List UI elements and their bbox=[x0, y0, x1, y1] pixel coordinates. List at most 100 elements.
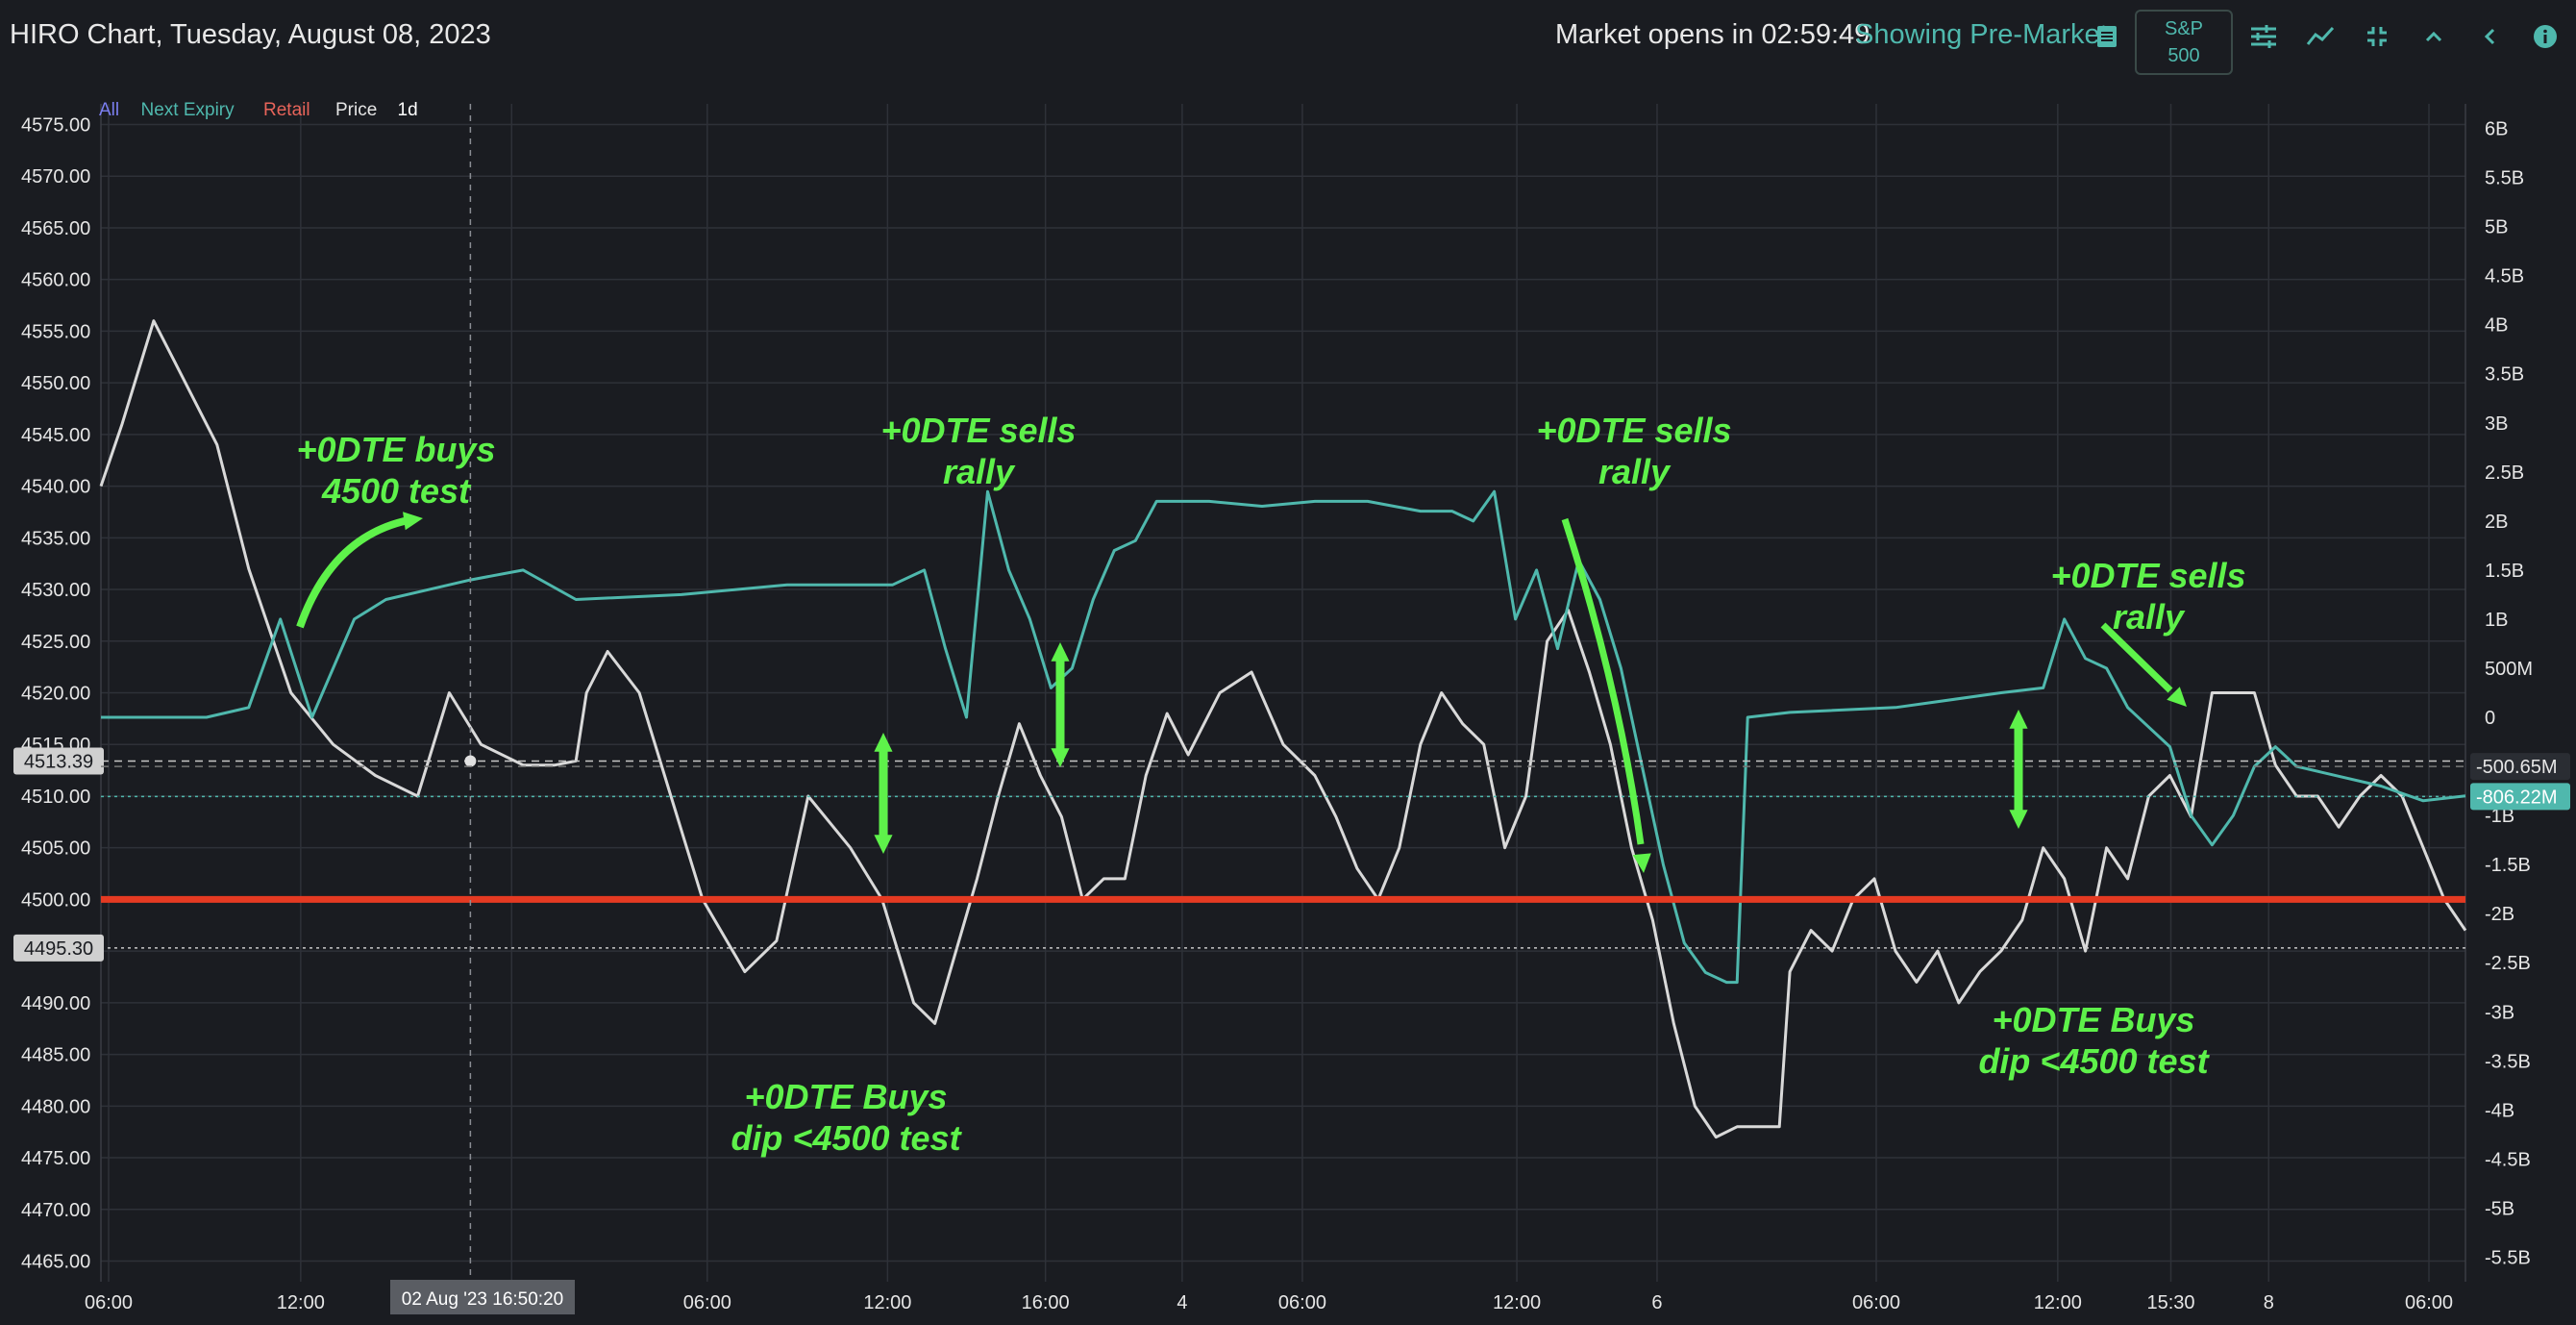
y-right-tick-label: -4.5B bbox=[2485, 1149, 2531, 1170]
right-marker-box bbox=[2470, 753, 2570, 781]
hiro-chart[interactable]: All Next Expiry Retail Price 1d 4465.00 4470.… bbox=[0, 75, 2576, 1325]
x-tick-label: 4 bbox=[1177, 1292, 1187, 1313]
legend-item: 1d bbox=[398, 100, 418, 120]
y-left-tick-label: 4530.00 bbox=[21, 580, 90, 601]
notes-icon[interactable] bbox=[2088, 17, 2126, 56]
chevron-up-icon[interactable] bbox=[2415, 17, 2453, 56]
y-right-tick-label: 2B bbox=[2485, 512, 2508, 533]
double-arrow-3-head-up bbox=[2009, 710, 2028, 729]
double-arrow-1-head-down bbox=[874, 835, 893, 854]
info-icon[interactable] bbox=[2526, 17, 2564, 56]
x-tick-label: 16:00 bbox=[1022, 1292, 1070, 1313]
double-arrow-1-head-up bbox=[874, 733, 893, 752]
y-right-tick-label: 6B bbox=[2485, 119, 2508, 140]
crosshair-x-box bbox=[390, 1280, 575, 1314]
y-left-tick-label: 4535.00 bbox=[21, 528, 90, 549]
y-right-tick-label: -1B bbox=[2485, 806, 2514, 827]
y-right-tick-label: -5B bbox=[2485, 1198, 2514, 1219]
x-tick-label: 06:00 bbox=[683, 1292, 731, 1313]
y-left-tick-label: 4565.00 bbox=[21, 218, 90, 239]
price-marker-box bbox=[13, 747, 104, 775]
annotation-line2: rally bbox=[2113, 597, 2186, 637]
chart-title: HIRO Chart, Tuesday, August 08, 2023 bbox=[10, 19, 491, 50]
y-left-tick-label: 4475.00 bbox=[21, 1148, 90, 1169]
sells-arrow-head bbox=[1632, 853, 1651, 873]
grid bbox=[100, 104, 2466, 1282]
price-marker-label: 4495.30 bbox=[24, 938, 93, 960]
crosshair-x-label: 02 Aug '23 16:50:20 bbox=[402, 1289, 563, 1310]
rally-arrow bbox=[2100, 622, 2173, 693]
y-right-tick-label: -1.5B bbox=[2485, 855, 2531, 876]
y-right-tick-label: 4B bbox=[2485, 315, 2508, 337]
x-tick-label: 06:00 bbox=[1278, 1292, 1326, 1313]
x-tick-label: 12:00 bbox=[1493, 1292, 1541, 1313]
y-left-tick-label: 4510.00 bbox=[21, 787, 90, 808]
x-tick-label: 06:00 bbox=[85, 1292, 133, 1313]
y-right-tick-label: 0 bbox=[2485, 708, 2495, 729]
y-left-tick-label: 4480.00 bbox=[21, 1096, 90, 1117]
annotation-line2: rally bbox=[1598, 452, 1672, 491]
y-right-tick-label: 5B bbox=[2485, 217, 2508, 238]
y-left-tick-label: 4570.00 bbox=[21, 166, 90, 188]
crosshair-point bbox=[464, 755, 477, 767]
y-right-tick-label: -2B bbox=[2485, 904, 2514, 925]
y-left-tick-label: 4470.00 bbox=[21, 1200, 90, 1221]
series bbox=[99, 319, 2467, 1139]
y-right-tick-label: -3.5B bbox=[2485, 1051, 2531, 1072]
annotation-line2: dip <4500 test bbox=[731, 1118, 962, 1158]
curved-arrow-head bbox=[403, 512, 423, 531]
annotation-line1: +0DTE Buys bbox=[744, 1077, 947, 1116]
y-left-tick-label: 4465.00 bbox=[21, 1252, 90, 1273]
x-tick-label: 06:00 bbox=[1852, 1292, 1900, 1313]
chevron-left-icon[interactable] bbox=[2471, 17, 2510, 56]
annotation-line2: rally bbox=[943, 452, 1016, 491]
y-left-tick-label: 4540.00 bbox=[21, 477, 90, 498]
y-right-tick-label: 1.5B bbox=[2485, 561, 2524, 582]
x-tick-label: 06:00 bbox=[2405, 1292, 2453, 1313]
legend-item: Price bbox=[335, 100, 377, 120]
y-right-tick-label: 4.5B bbox=[2485, 266, 2524, 288]
double-arrow-2-head-up bbox=[1051, 642, 1070, 662]
x-tick-label: 6 bbox=[1651, 1292, 1662, 1313]
title-bar: HIRO Chart, Tuesday, August 08, 2023 Mar… bbox=[0, 0, 2576, 75]
y-right-tick-label: 2.5B bbox=[2485, 462, 2524, 484]
y-left-tick-label: 4560.00 bbox=[21, 270, 90, 291]
y-right-tick-label: -2.5B bbox=[2485, 953, 2531, 974]
y-left-tick-label: 4485.00 bbox=[21, 1045, 90, 1066]
index-select-button[interactable]: S&P 500 bbox=[2135, 10, 2233, 75]
y-axis-left: 4465.00 4470.00 4475.00 4480.00 4485.00 4490.… bbox=[21, 114, 90, 1272]
x-tick-label: 12:00 bbox=[277, 1292, 325, 1313]
market-open-countdown: Market opens in 02:59:49 bbox=[1555, 19, 1870, 50]
x-tick-label: 12:00 bbox=[2034, 1292, 2082, 1313]
annotation-line1: +0DTE sells bbox=[880, 411, 1076, 450]
y-right-tick-label: 3B bbox=[2485, 413, 2508, 435]
y-left-tick-label: 4500.00 bbox=[21, 889, 90, 911]
rally-arrow-head bbox=[2167, 687, 2187, 707]
y-left-tick-label: 4520.00 bbox=[21, 684, 90, 705]
y-right-tick-label: 3.5B bbox=[2485, 364, 2524, 386]
y-right-tick-label: 5.5B bbox=[2485, 168, 2524, 189]
price-marker-label: 4513.39 bbox=[24, 752, 93, 773]
premarket-toggle[interactable]: Showing Pre-Market bbox=[1855, 19, 2108, 50]
collapse-icon[interactable] bbox=[2358, 17, 2396, 56]
annotation-line1: +0DTE sells bbox=[1536, 411, 1731, 450]
x-tick-label: 8 bbox=[2264, 1292, 2274, 1313]
double-arrow-3-head-down bbox=[2009, 810, 2028, 829]
price-marker-box bbox=[13, 934, 104, 962]
y-left-tick-label: 4550.00 bbox=[21, 373, 90, 394]
x-tick-label: 15:30 bbox=[2146, 1292, 2194, 1313]
y-left-tick-label: 4490.00 bbox=[21, 993, 90, 1014]
legend-item: All bbox=[99, 100, 119, 120]
y-left-tick-label: 4575.00 bbox=[21, 114, 90, 136]
double-arrow-2-head-down bbox=[1051, 748, 1070, 767]
annotation-line1: +0DTE Buys bbox=[1992, 1000, 2194, 1039]
y-left-tick-label: 4505.00 bbox=[21, 838, 90, 860]
right-marker-box bbox=[2470, 783, 2570, 811]
sliders-icon[interactable] bbox=[2244, 17, 2283, 56]
annotation-line2: dip <4500 test bbox=[1978, 1041, 2210, 1081]
y-left-tick-label: 4555.00 bbox=[21, 321, 90, 342]
x-axis: 06:0012:00306:0012:0016:00406:0012:00606… bbox=[85, 1292, 2453, 1313]
line-chart-icon[interactable] bbox=[2301, 17, 2340, 56]
next-expiry-line bbox=[101, 489, 2466, 985]
